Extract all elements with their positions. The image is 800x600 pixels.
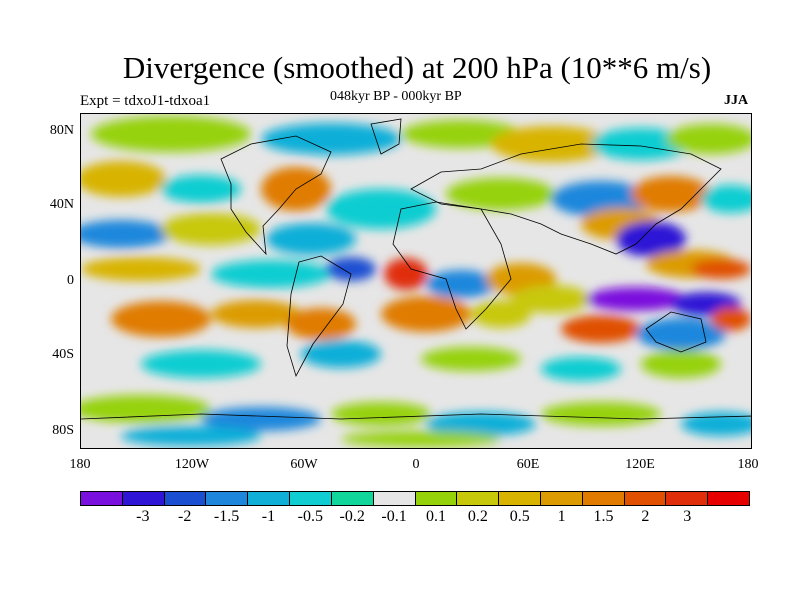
colorbar-label: -1.5 bbox=[213, 508, 240, 525]
colorbar-swatch bbox=[624, 492, 667, 505]
lat-label-40n: 40N bbox=[49, 197, 74, 212]
colorbar-label: 0.1 bbox=[425, 508, 446, 525]
colorbar-label: -2 bbox=[178, 508, 192, 525]
colorbar-swatch bbox=[499, 492, 541, 505]
colorbar-label: -3 bbox=[136, 508, 150, 525]
colorbar-swatch bbox=[540, 492, 583, 505]
colorbar-swatch bbox=[248, 492, 291, 505]
lon-label-0: 0 bbox=[412, 457, 420, 472]
colorbar-label: 1.5 bbox=[593, 508, 614, 525]
colorbar-swatch bbox=[415, 492, 458, 505]
colorbar-label: 2 bbox=[641, 508, 650, 525]
colorbar-label: 3 bbox=[683, 508, 692, 525]
lon-label-120w: 120W bbox=[174, 457, 210, 472]
colorbar bbox=[80, 491, 750, 506]
colorbar-label: -0.1 bbox=[381, 508, 407, 525]
colorbar-label: -0.2 bbox=[339, 508, 365, 525]
lat-label-eq: 0 bbox=[67, 273, 74, 288]
colorbar-swatch bbox=[582, 492, 625, 505]
plot-title: Divergence (smoothed) at 200 hPa (10**6 … bbox=[122, 50, 712, 85]
divergence-field bbox=[81, 116, 751, 447]
colorbar-swatch bbox=[457, 492, 500, 505]
colorbar-swatch bbox=[666, 492, 709, 505]
lon-label-120e: 120E bbox=[625, 457, 655, 472]
colorbar-label: -1 bbox=[261, 508, 276, 525]
lat-label-80n: 80N bbox=[49, 123, 74, 138]
colorbar-swatch bbox=[373, 492, 416, 505]
colorbar-label: 1 bbox=[557, 508, 566, 525]
time-range-label: 048kyr BP - 000kyr BP bbox=[330, 89, 462, 104]
colorbar-swatch bbox=[708, 492, 749, 505]
lon-label-180w: 180 bbox=[69, 457, 91, 472]
lat-label-40s: 40S bbox=[52, 347, 74, 362]
map-panel bbox=[80, 113, 752, 449]
colorbar-swatch bbox=[206, 492, 249, 505]
colorbar-swatch bbox=[290, 492, 332, 505]
colorbar-label: -0.5 bbox=[297, 508, 323, 525]
colorbar-label: 0.2 bbox=[467, 508, 488, 525]
colorbar-swatch bbox=[164, 492, 207, 505]
divergence-map bbox=[81, 114, 751, 448]
season-label: JJA bbox=[724, 93, 749, 108]
lon-label-180e: 180 bbox=[737, 457, 759, 472]
experiment-label: Expt = tdxoJ1-tdxoa1 bbox=[80, 93, 211, 109]
colorbar-label: 0.5 bbox=[509, 508, 530, 525]
colorbar-swatch bbox=[122, 492, 165, 505]
colorbar-swatch bbox=[81, 492, 123, 505]
colorbar-swatch bbox=[331, 492, 374, 505]
lon-label-60w: 60W bbox=[290, 457, 318, 472]
lon-label-60e: 60E bbox=[516, 457, 540, 472]
lat-label-80s: 80S bbox=[52, 423, 74, 438]
coastlines bbox=[81, 118, 751, 420]
